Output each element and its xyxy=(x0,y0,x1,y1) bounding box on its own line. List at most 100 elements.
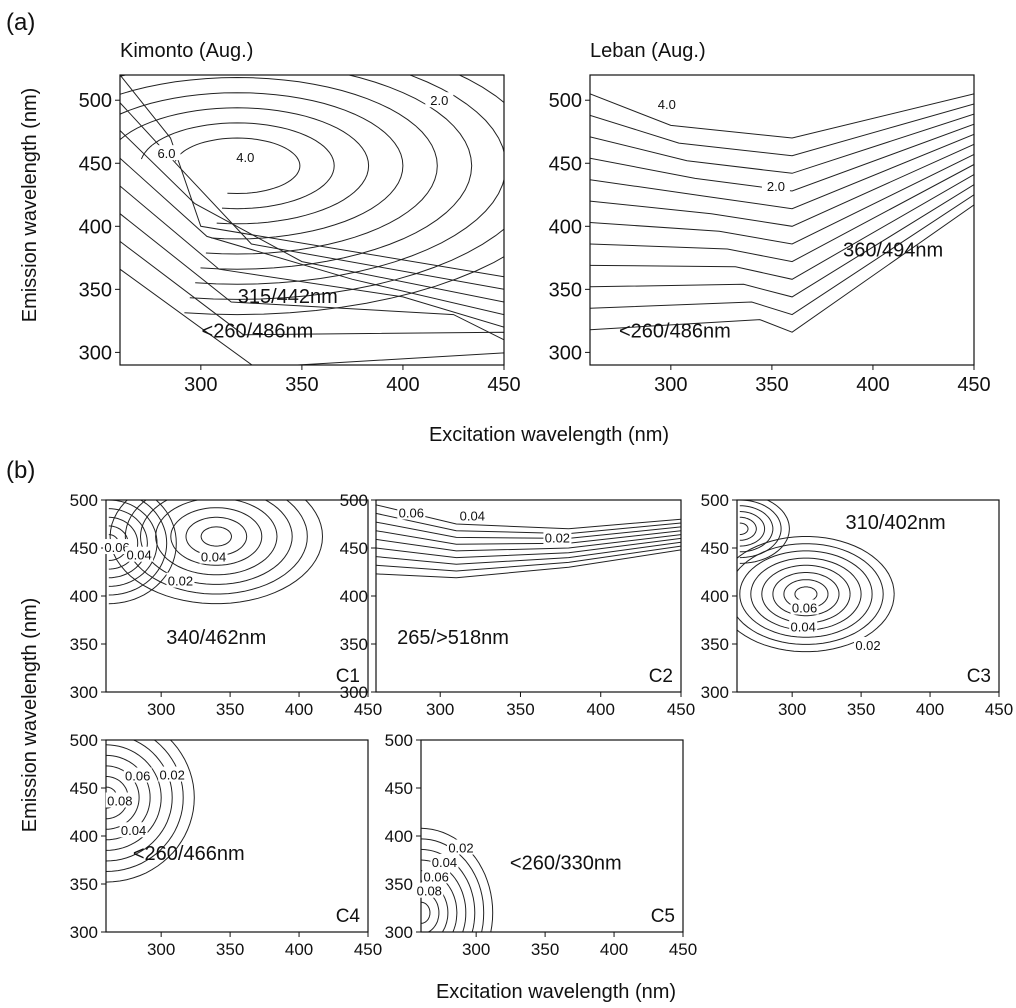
contour-line xyxy=(739,505,774,553)
contour-line xyxy=(794,586,818,602)
contour-label-bg xyxy=(458,507,487,523)
contour-line xyxy=(376,512,681,535)
c2-corner-label: C2 xyxy=(649,666,673,687)
contour-line xyxy=(739,550,873,638)
contour-line xyxy=(174,137,301,195)
contour-label-bg xyxy=(105,792,134,808)
contour-line xyxy=(590,123,974,192)
c2-contour-lines xyxy=(376,504,681,579)
contour-line xyxy=(421,901,431,924)
contour-line xyxy=(200,526,232,547)
x-tick-label: 400 xyxy=(386,374,419,396)
plot-kimonto: 300 350 400 450 300 350 400 450 500 Kimonto (Aug.… xyxy=(79,40,521,396)
contour-line xyxy=(108,500,177,605)
x-tick-label: 450 xyxy=(985,700,1013,719)
contour-label-bg xyxy=(854,636,882,652)
contour-line xyxy=(289,75,290,76)
contour-line xyxy=(732,75,734,76)
contour-line xyxy=(750,557,862,631)
y-tick-label: 450 xyxy=(70,779,98,798)
x-tick-label: 400 xyxy=(587,700,615,719)
contour-label-bg xyxy=(123,767,152,783)
contour-label: 0.04 xyxy=(791,620,816,635)
x-tick-label: 300 xyxy=(147,940,175,959)
y-tick-label: 500 xyxy=(79,90,112,112)
contour-line xyxy=(140,122,335,210)
contour-line xyxy=(704,75,706,76)
contour-line xyxy=(737,536,895,653)
contour-line xyxy=(376,521,681,539)
y-tick-label: 500 xyxy=(549,90,582,112)
y-tick-label: 300 xyxy=(549,342,582,364)
contour-line xyxy=(139,500,293,585)
y-tick-label: 500 xyxy=(340,491,368,510)
contour-line xyxy=(120,75,473,270)
panel-a-xlabel: Excitation wavelength (nm) xyxy=(429,424,669,446)
y-tick-label: 450 xyxy=(70,539,98,558)
contour-label: 0.02 xyxy=(168,574,193,589)
contour-label-bg xyxy=(397,504,426,520)
kimonto-title: Kimonto (Aug.) xyxy=(120,40,253,62)
contour-line xyxy=(590,113,974,174)
contour-label: 0.06 xyxy=(104,540,129,555)
x-tick-label: 450 xyxy=(354,940,382,959)
x-tick-label: 400 xyxy=(856,374,889,396)
contour-label-bg xyxy=(166,572,195,588)
contour-label: 0.06 xyxy=(424,869,449,884)
contour-line xyxy=(376,541,681,565)
x-tick-label: 300 xyxy=(654,374,687,396)
c3-corner-label: C3 xyxy=(967,666,991,687)
kimonto-contour-lines xyxy=(120,75,504,365)
y-tick-label: 450 xyxy=(701,539,729,558)
peak-annotation: 265/>518nm xyxy=(397,627,509,649)
x-tick-label: 300 xyxy=(426,700,454,719)
y-tick-label: 400 xyxy=(340,587,368,606)
c1-corner-label: C1 xyxy=(336,666,360,687)
contour-label: 0.06 xyxy=(125,769,150,784)
contour-label-bg xyxy=(425,92,454,108)
x-tick-label: 400 xyxy=(285,700,313,719)
y-tick-label: 350 xyxy=(70,635,98,654)
contour-label-bg xyxy=(422,868,451,884)
y-tick-label: 400 xyxy=(70,587,98,606)
contour-label: 4.0 xyxy=(658,97,676,112)
c3-contour-lines xyxy=(737,500,895,653)
contour-label: 0.08 xyxy=(107,793,132,808)
c2-plot-frame xyxy=(375,499,682,693)
y-tick-label: 450 xyxy=(549,153,582,175)
contour-label-bg xyxy=(125,546,154,562)
panel-b-xlabel: Excitation wavelength (nm) xyxy=(436,981,676,1003)
contour-label: 0.06 xyxy=(399,505,424,520)
contour-line xyxy=(376,545,681,572)
contour-label-bg xyxy=(430,853,459,869)
x-tick-label: 350 xyxy=(755,374,788,396)
contour-label-bg xyxy=(158,766,187,782)
c1-plot-frame xyxy=(105,499,369,693)
y-tick-label: 500 xyxy=(385,731,413,750)
x-tick-label: 400 xyxy=(916,700,944,719)
contour-label-bg xyxy=(543,529,572,545)
leban-contour-lines xyxy=(590,75,974,333)
contour-line xyxy=(120,268,504,365)
x-tick-label: 400 xyxy=(600,940,628,959)
contour-label-bg xyxy=(652,96,681,111)
panel-b-label: (b) xyxy=(6,457,35,484)
contour-label: 0.04 xyxy=(432,855,457,870)
contour-line xyxy=(256,75,258,76)
contour-label: 0.04 xyxy=(121,823,146,838)
x-tick-label: 450 xyxy=(667,700,695,719)
contour-label-bg xyxy=(761,177,790,193)
contour-line xyxy=(195,75,504,285)
panel-a-ylabel: Emission wavelength (nm) xyxy=(19,88,41,323)
x-tick-label: 350 xyxy=(285,374,318,396)
peak-annotation: <260/486nm xyxy=(619,320,731,342)
contour-line xyxy=(108,500,168,596)
contour-line xyxy=(590,93,974,139)
x-tick-label: 350 xyxy=(506,700,534,719)
y-tick-label: 500 xyxy=(701,491,729,510)
contour-line xyxy=(590,174,974,280)
contour-label: 0.02 xyxy=(855,638,880,653)
peak-annotation: 310/402nm xyxy=(846,512,946,534)
contour-label: 0.06 xyxy=(792,601,817,616)
y-tick-label: 350 xyxy=(701,635,729,654)
